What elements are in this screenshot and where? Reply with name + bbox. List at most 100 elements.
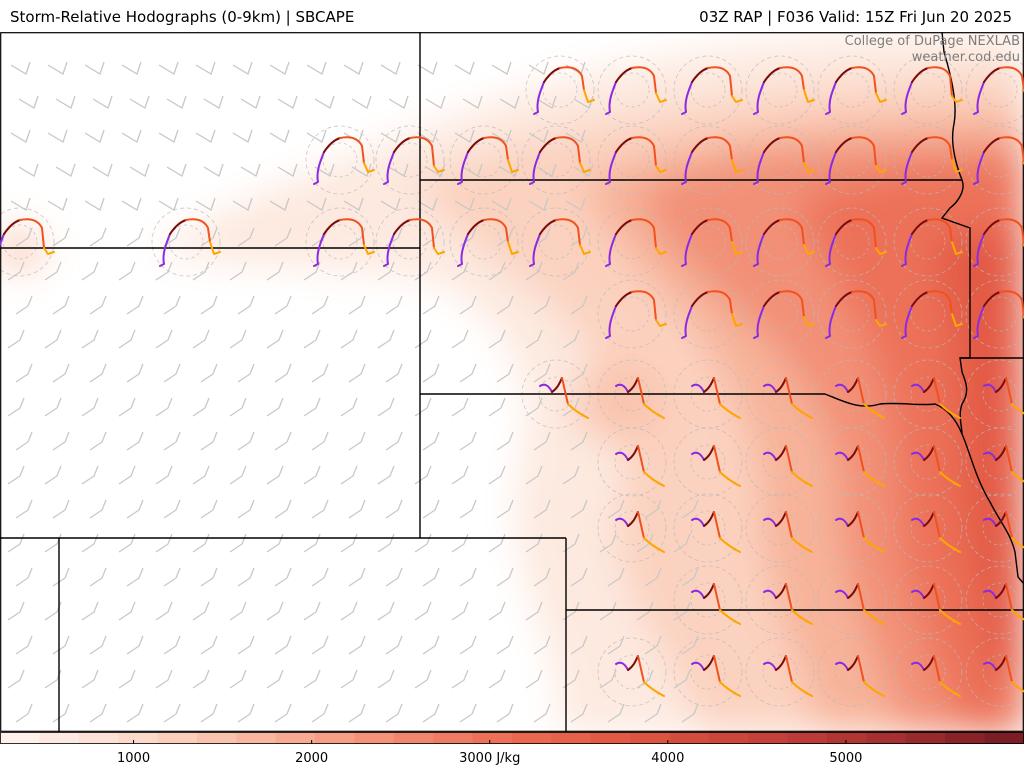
wind-barb [562,601,580,621]
wind-barb [417,197,438,211]
range-ring [817,279,887,349]
wind-barb [351,163,372,177]
wind-barb [203,95,224,109]
wind-barb [155,329,173,349]
wind-barb [118,397,136,417]
colorbar-segment [827,732,868,744]
wind-barb [340,261,358,281]
hodograph [313,136,375,185]
range-ring [893,207,963,277]
wind-barb [528,197,549,211]
wind-barb [451,261,469,281]
wind-barb [533,567,551,587]
wind-barb [562,669,580,689]
wind-barb [277,95,298,109]
wind-barb [10,129,31,143]
wind-barb [44,465,62,485]
wind-barb [565,129,586,143]
range-ring [817,125,887,195]
wind-barb [303,329,321,349]
colorbar-tick-label: 1000 [117,751,151,766]
wind-barb [422,295,440,315]
wind-barb [348,227,366,247]
wind-barb [47,197,68,211]
wind-barb [10,197,31,211]
wind-barb [192,465,210,485]
colorbar-segment [393,732,434,744]
wind-barb [311,567,329,587]
wind-barb [192,261,210,281]
wind-barb [121,129,142,143]
range-ring [817,427,887,497]
hodograph [605,66,667,115]
wind-barb [525,261,543,281]
wind-barb [422,363,440,383]
range-ring [965,55,1024,125]
wind-barb [385,363,403,383]
wind-barb [306,129,327,143]
wind-barb [166,95,187,109]
wind-barb [451,397,469,417]
wind-barb [348,431,366,451]
range-ring [0,207,55,277]
wind-barb [163,295,181,315]
wind-barb [274,499,292,519]
wind-barb [385,431,403,451]
wind-barb [385,567,403,587]
hodograph [911,511,961,553]
wind-barb [237,431,255,451]
wind-barb [155,261,173,281]
hodograph [983,445,1024,483]
wind-barb [52,363,70,383]
wind-barb [488,533,506,553]
range-ring [745,637,815,707]
range-ring [965,125,1024,195]
colorbar-segment [866,732,907,744]
wind-barb [44,329,62,349]
wind-barb [340,601,358,621]
wind-barb [266,601,284,621]
state-borders [0,32,1024,732]
wind-barb [673,533,691,553]
wind-barb [459,703,477,723]
wind-barb [232,197,253,211]
wind-barb [89,227,107,247]
wind-barb [644,635,662,655]
hodograph [983,511,1024,549]
wind-barb [562,261,580,281]
hodograph [615,445,665,487]
range-ring [817,637,887,707]
wind-barb [607,499,625,519]
wind-barb [92,163,113,177]
wind-barb [599,601,617,621]
colorbar-segment [984,732,1024,744]
hodograph [753,136,815,185]
range-ring [673,427,743,497]
wind-barb [266,533,284,553]
range-ring [673,279,743,349]
wind-barb [570,363,588,383]
colorbar-tick-label: 5000 [829,751,863,766]
hodograph [529,136,591,185]
range-ring [525,55,595,125]
wind-barb [240,95,261,109]
wind-barb [200,499,218,519]
wind-barb [496,703,514,723]
wind-barb [237,703,255,723]
wind-barb [414,465,432,485]
range-ring [449,125,519,195]
wind-barb [237,227,255,247]
hodograph [911,377,961,419]
wind-barb [414,329,432,349]
wind-barb [52,227,70,247]
wind-barb [126,499,144,519]
wind-barb [89,567,107,587]
range-ring [521,125,591,195]
hodograph [901,136,963,185]
hodograph [605,218,667,267]
hodograph [0,218,55,255]
wind-barb [121,197,142,211]
range-ring [817,493,887,563]
colorbar-segment [196,732,237,744]
wind-barb [311,499,329,519]
